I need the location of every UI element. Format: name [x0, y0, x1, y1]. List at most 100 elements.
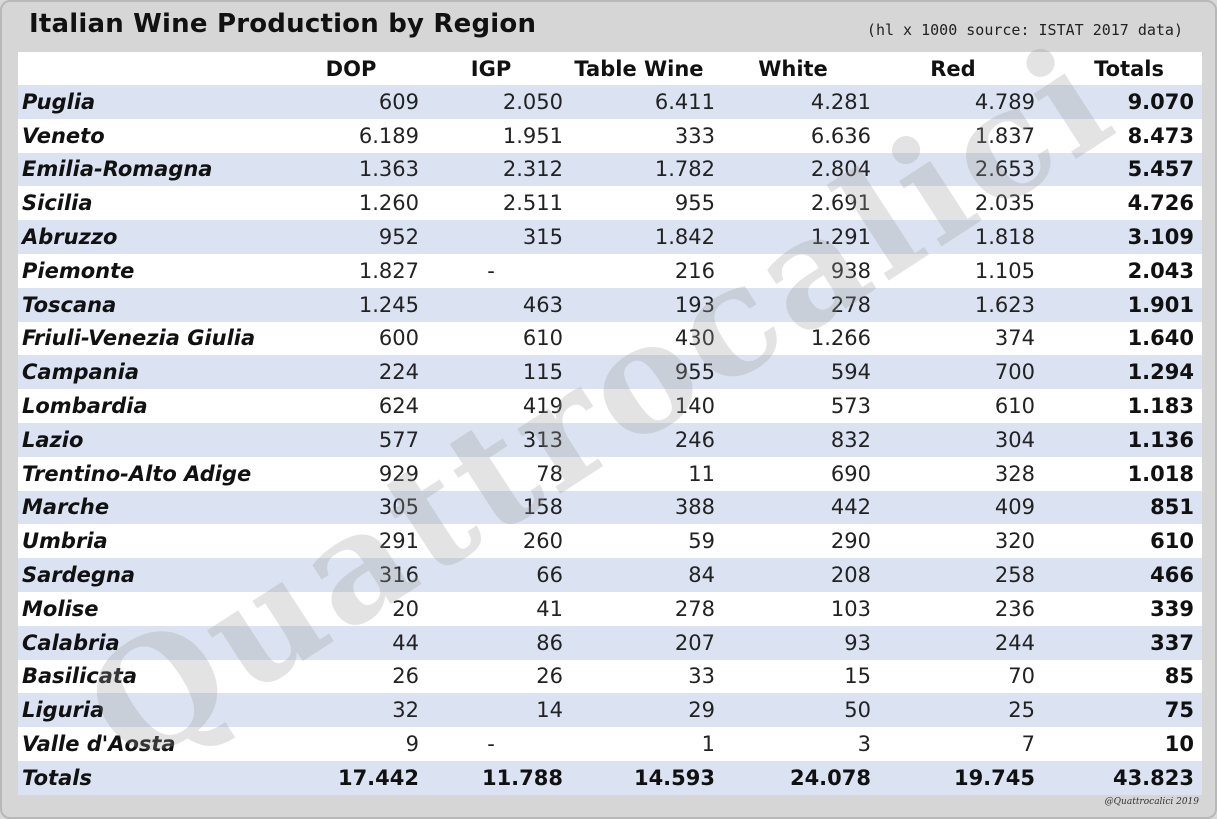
white-cell: 938	[715, 253, 871, 288]
igp-cell: 66	[419, 558, 563, 592]
table-row: Sicilia 1.260 2.511 955 2.691 2.035 4.726	[18, 186, 1202, 221]
table-wine-cell: 388	[563, 490, 715, 525]
column-header-table-wine: Table Wine	[563, 52, 715, 85]
region-cell: Calabria	[18, 625, 283, 660]
igp-cell: 2.511	[419, 186, 563, 221]
table-wine-cell: 33	[563, 659, 715, 694]
dop-cell: 1.363	[283, 152, 419, 187]
header-row: DOP IGP Table Wine White Red Totals	[18, 52, 1202, 85]
table-wine-cell: 216	[563, 253, 715, 288]
red-cell: 4.789	[871, 85, 1035, 119]
white-cell: 1.291	[715, 220, 871, 254]
igp-cell: 78	[419, 456, 563, 491]
row-total-cell: 1.294	[1035, 355, 1202, 390]
igp-cell: 14	[419, 693, 563, 728]
dop-cell: 577	[283, 422, 419, 457]
region-cell: Marche	[18, 490, 283, 525]
dop-cell: 1.827	[283, 253, 419, 288]
table-row: Umbria 291 260 59 290 320 610	[18, 524, 1202, 559]
igp-cell: 463	[419, 287, 563, 322]
table-wine-cell: 1.842	[563, 220, 715, 254]
totals-row: Totals 17.442 11.788 14.593 24.078 19.745 43.8…	[18, 760, 1202, 795]
white-cell: 573	[715, 389, 871, 423]
source-note: (hl x 1000 source: ISTAT 2017 data)	[866, 21, 1183, 39]
white-cell: 594	[715, 355, 871, 390]
region-cell: Piemonte	[18, 253, 283, 288]
igp-cell: 2.312	[419, 152, 563, 187]
white-cell: 290	[715, 524, 871, 559]
table-row: Liguria 32 14 29 50 25 75	[18, 693, 1202, 728]
table-row: Basilicata 26 26 33 15 70 85	[18, 659, 1202, 694]
table-row: Emilia-Romagna 1.363 2.312 1.782 2.804 2.653 5…	[18, 152, 1202, 187]
table-wine-cell: 84	[563, 558, 715, 592]
red-cell: 7	[871, 727, 1035, 761]
dop-cell: 305	[283, 490, 419, 525]
white-cell: 1.266	[715, 321, 871, 356]
white-cell: 93	[715, 625, 871, 660]
dop-cell: 20	[283, 591, 419, 626]
white-cell: 50	[715, 693, 871, 728]
row-total-cell: 339	[1035, 591, 1202, 626]
column-header-dop: DOP	[283, 52, 419, 85]
table-row: Valle d'Aosta 9-1 3 7 10	[18, 727, 1202, 761]
igp-cell: 1.951	[419, 118, 563, 153]
region-cell: Valle d'Aosta	[18, 727, 283, 761]
table-wine-cell: 14.593	[563, 760, 715, 795]
table-row: Toscana 1.245 463 193 278 1.623 1.901	[18, 287, 1202, 322]
table-wine-cell: 246	[563, 422, 715, 457]
igp-cell: 315	[419, 220, 563, 254]
red-cell: 1.818	[871, 220, 1035, 254]
region-cell: Totals	[18, 760, 283, 795]
table-row: Lombardia 624 419 140 573 610 1.183	[18, 389, 1202, 423]
table-wine-cell: 278	[563, 591, 715, 626]
table-row: Piemonte 1.827-216 938 1.105 2.043	[18, 253, 1202, 288]
red-cell: 25	[871, 693, 1035, 728]
white-cell: 2.691	[715, 186, 871, 221]
region-cell: Emilia-Romagna	[18, 152, 283, 187]
table-row: Lazio 577 313 246 832 304 1.136	[18, 422, 1202, 457]
red-cell: 244	[871, 625, 1035, 660]
table-row: Friuli-Venezia Giulia 600 610 430 1.266 374 1.…	[18, 321, 1202, 356]
row-total-cell: 1.018	[1035, 456, 1202, 491]
dop-cell: 1.245	[283, 287, 419, 322]
table-wine-cell: 193	[563, 287, 715, 322]
row-total-cell: 2.043	[1035, 253, 1202, 288]
column-header-totals: Totals	[1035, 52, 1202, 85]
row-total-cell: 85	[1035, 659, 1202, 694]
row-total-cell: 1.183	[1035, 389, 1202, 423]
table-row: Abruzzo 952 315 1.842 1.291 1.818 3.109	[18, 220, 1202, 254]
igp-cell: 313	[419, 422, 563, 457]
red-cell: 2.035	[871, 186, 1035, 221]
region-cell: Basilicata	[18, 659, 283, 694]
table-body: Puglia 609 2.050 6.411 4.281 4.789 9.070 Veneto…	[18, 85, 1202, 795]
red-cell: 1.105	[871, 253, 1035, 288]
region-cell: Puglia	[18, 85, 283, 119]
table-row: Veneto 6.189 1.951 333 6.636 1.837 8.473	[18, 118, 1202, 153]
row-total-cell: 8.473	[1035, 118, 1202, 153]
igp-cell: -	[419, 727, 563, 761]
red-cell: 328	[871, 456, 1035, 491]
table-row: Campania 224 115 955 594 700 1.294	[18, 355, 1202, 390]
red-cell: 700	[871, 355, 1035, 390]
region-cell: Molise	[18, 591, 283, 626]
row-total-cell: 1.640	[1035, 321, 1202, 356]
red-cell: 409	[871, 490, 1035, 525]
dop-cell: 291	[283, 524, 419, 559]
dop-cell: 600	[283, 321, 419, 356]
igp-cell: 41	[419, 591, 563, 626]
table-row: Calabria 44 86 207 93 244 337	[18, 625, 1202, 660]
region-cell: Sicilia	[18, 186, 283, 221]
white-cell: 3	[715, 727, 871, 761]
table-wine-cell: 11	[563, 456, 715, 491]
region-cell: Lazio	[18, 422, 283, 457]
igp-cell: 11.788	[419, 760, 563, 795]
white-cell: 690	[715, 456, 871, 491]
table-wine-cell: 207	[563, 625, 715, 660]
region-cell: Campania	[18, 355, 283, 390]
dop-cell: 26	[283, 659, 419, 694]
row-total-cell: 610	[1035, 524, 1202, 559]
region-cell: Friuli-Venezia Giulia	[18, 321, 283, 356]
red-cell: 1.837	[871, 118, 1035, 153]
row-total-cell: 4.726	[1035, 186, 1202, 221]
